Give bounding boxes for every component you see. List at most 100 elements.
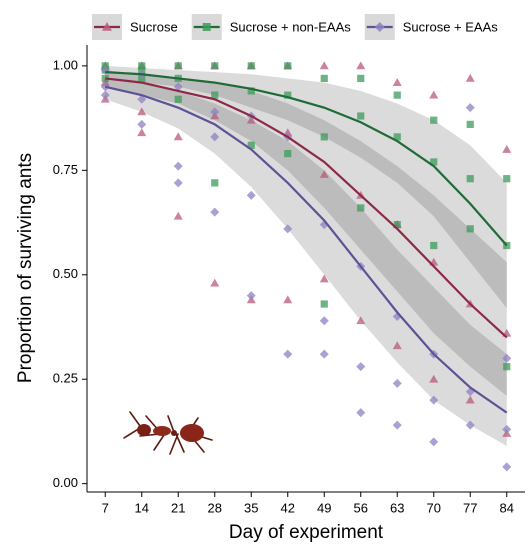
point	[102, 22, 112, 31]
point	[502, 462, 512, 472]
point	[374, 22, 385, 32]
point	[137, 119, 147, 129]
x-tick-label: 49	[317, 500, 331, 515]
point	[465, 420, 475, 430]
point	[247, 141, 255, 149]
y-tick-label: 0.50	[53, 266, 78, 281]
point	[503, 363, 511, 371]
point	[356, 362, 366, 372]
point	[173, 82, 183, 92]
x-tick-label: 42	[281, 500, 295, 515]
x-tick-label: 28	[208, 500, 222, 515]
point	[393, 221, 401, 229]
point	[430, 158, 438, 166]
x-tick-label: 7	[102, 500, 109, 515]
point	[210, 107, 220, 117]
point	[465, 395, 475, 404]
point	[210, 132, 220, 142]
point	[393, 133, 401, 141]
point	[393, 91, 401, 99]
y-tick-label: 1.00	[53, 57, 78, 72]
point	[466, 225, 474, 233]
point	[173, 132, 183, 141]
point	[319, 349, 329, 359]
point	[137, 107, 147, 116]
point	[320, 133, 328, 141]
point	[210, 207, 220, 217]
point	[319, 316, 329, 326]
fit-line	[105, 85, 508, 414]
y-tick-label: 0.25	[53, 371, 78, 386]
point	[429, 374, 439, 383]
x-axis-title: Day of experiment	[229, 522, 384, 543]
point	[211, 91, 219, 99]
point	[100, 90, 110, 100]
confidence-band	[105, 65, 507, 309]
point	[283, 349, 293, 359]
y-tick-label: 0.00	[53, 475, 78, 490]
y-tick-label: 0.75	[53, 162, 78, 177]
point	[320, 300, 328, 308]
point	[502, 424, 512, 434]
point	[174, 95, 182, 103]
x-tick-label: 35	[244, 500, 258, 515]
confidence-band	[105, 70, 507, 396]
point	[466, 120, 474, 128]
y-axis-title: Proportion of surviving ants	[15, 153, 36, 383]
point	[357, 112, 365, 120]
x-tick-label: 56	[354, 500, 368, 515]
confidence-band	[105, 78, 507, 447]
point	[173, 161, 183, 171]
point	[284, 150, 292, 158]
point	[357, 204, 365, 212]
x-tick-label: 14	[135, 500, 149, 515]
point	[211, 62, 219, 70]
confidence-bands	[105, 65, 507, 447]
point	[211, 179, 219, 187]
legend-label: Sucrose + EAAs	[403, 19, 499, 34]
point	[319, 170, 329, 178]
point	[320, 74, 328, 83]
point	[466, 175, 474, 183]
point	[429, 90, 439, 99]
point	[502, 144, 512, 153]
point	[503, 175, 511, 183]
point	[356, 408, 366, 418]
point	[246, 291, 256, 301]
point	[100, 78, 110, 86]
point	[283, 295, 293, 304]
point	[356, 61, 366, 70]
point	[357, 74, 365, 83]
point	[465, 103, 475, 113]
fit-line	[105, 77, 508, 339]
point	[137, 128, 147, 137]
legend-label: Sucrose + non-EAAs	[230, 19, 352, 34]
point	[284, 91, 292, 99]
point	[503, 241, 511, 250]
point	[202, 23, 211, 31]
point	[173, 211, 183, 220]
point	[502, 353, 512, 363]
point	[247, 62, 255, 70]
point	[465, 73, 475, 82]
x-tick-label: 70	[427, 500, 441, 515]
point	[392, 420, 402, 430]
point	[429, 395, 439, 405]
point	[284, 62, 292, 70]
x-tick-label: 77	[463, 500, 477, 515]
legend: Sucrose Sucrose + non-EAAs Sucrose + EAAs	[92, 14, 498, 40]
point	[430, 241, 438, 250]
axes: 0.00 0.25 0.50 0.75 1.00 7 14 21 28 35 42 49 56 63 70 7…	[53, 45, 525, 515]
point	[247, 87, 255, 95]
x-tick-label: 21	[171, 500, 185, 515]
point	[356, 316, 366, 325]
point	[392, 78, 402, 86]
x-tick-label: 63	[390, 500, 404, 515]
ant-illustration	[123, 411, 213, 455]
point	[246, 190, 256, 200]
point	[283, 128, 293, 137]
point	[319, 274, 329, 283]
point	[283, 224, 293, 234]
point	[173, 178, 183, 188]
